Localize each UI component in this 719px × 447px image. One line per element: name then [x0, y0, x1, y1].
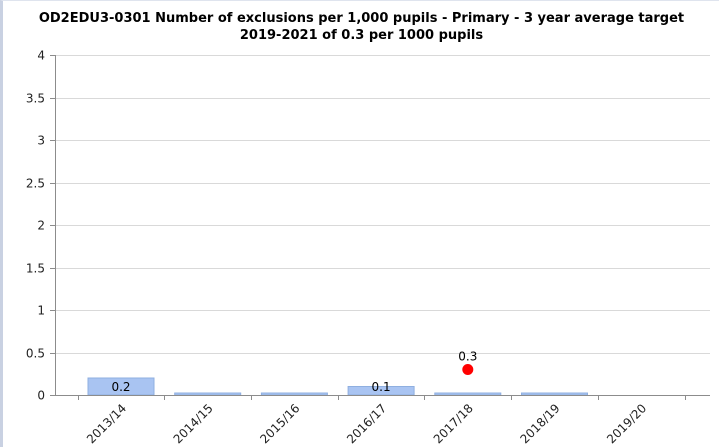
chart-title-line1: OD2EDU3-0301 Number of exclusions per 1,… — [38, 11, 685, 26]
x-tick-label: 2019/20 — [604, 401, 649, 446]
x-tick-label: 2018/19 — [517, 401, 562, 446]
y-tick-label: 0 — [37, 389, 45, 403]
grid-lines — [55, 55, 710, 354]
x-tick-label: 2017/18 — [431, 401, 476, 446]
bar-2015-16 — [260, 392, 328, 396]
bar-2017-18 — [434, 392, 502, 396]
chart-title: OD2EDU3-0301 Number of exclusions per 1,… — [9, 10, 714, 44]
bars: 0.2 0.1 — [87, 377, 588, 396]
x-tick-label: 2015/16 — [257, 401, 302, 446]
markers: 0.3 — [458, 350, 477, 375]
y-tick-label: 0.5 — [26, 347, 45, 361]
chart-title-line2: 2019-2021 of 0.3 per 1000 pupils — [239, 28, 484, 43]
bar-2014-15 — [174, 392, 242, 396]
y-tick-label: 3.5 — [26, 92, 45, 106]
bar-data-label: 0.1 — [372, 380, 391, 394]
x-tick-label: 2013/14 — [84, 401, 129, 446]
target-marker-label: 0.3 — [458, 350, 477, 364]
y-tick-label: 2.5 — [26, 177, 45, 191]
y-axis: 0 0.5 1 1.5 2 2.5 3 3.5 4 — [26, 49, 56, 403]
bar-2018-19 — [521, 392, 588, 396]
x-tick-label: 2016/17 — [344, 401, 389, 446]
y-tick-label: 1 — [37, 304, 45, 318]
target-marker — [462, 364, 474, 375]
y-tick-label: 3 — [37, 134, 45, 148]
y-tick-label: 2 — [37, 219, 45, 233]
y-tick-label: 1.5 — [26, 262, 45, 276]
x-axis: 2013/14 2014/15 2015/16 2016/17 2017/18 2018/… — [55, 395, 710, 446]
bar-data-label: 0.2 — [111, 380, 130, 394]
y-tick-label: 4 — [37, 49, 45, 63]
x-tick-label: 2014/15 — [171, 401, 216, 446]
